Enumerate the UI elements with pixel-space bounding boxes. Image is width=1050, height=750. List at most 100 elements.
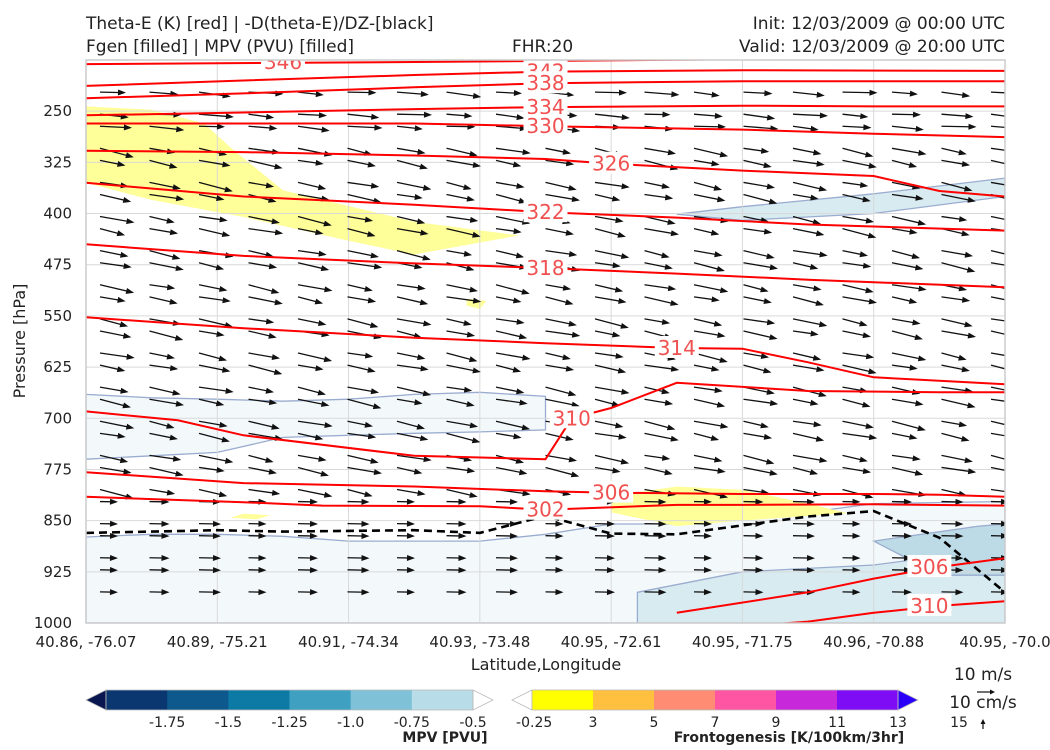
wind-arrow: [297, 227, 324, 236]
wind-arrow: [891, 125, 924, 132]
wind-arrow-head: [212, 520, 221, 527]
wind-arrow-head: [521, 288, 530, 295]
wind-arrow: [693, 296, 720, 303]
wind-arrow: [743, 90, 773, 97]
wind-arrow-head: [562, 148, 571, 155]
mpv-colorbar-outline: [105, 689, 474, 711]
wind-arrow: [446, 386, 473, 393]
wind-arrow-head: [471, 437, 481, 444]
wind-arrow: [693, 420, 729, 429]
wind-arrow-head: [816, 366, 825, 373]
wind-arrow-head: [369, 322, 379, 328]
wind-arrow-head: [555, 555, 564, 561]
wind-arrow: [594, 89, 627, 96]
wind-arrow-head: [964, 251, 973, 258]
wind-arrow: [792, 227, 825, 237]
wind-arrow: [446, 532, 467, 539]
wind-arrow: [792, 112, 828, 119]
y-tick-label: 325: [43, 153, 72, 171]
wind-arrow: [347, 386, 379, 395]
wind-arrow-head: [719, 287, 729, 294]
wind-arrow: [149, 352, 175, 360]
wind-arrow: [198, 330, 225, 337]
wind-arrow-shaft: [990, 398, 1005, 402]
wind-arrow-head: [912, 111, 921, 118]
wind-arrow-head: [323, 491, 333, 498]
wind-arrow-head: [161, 532, 170, 539]
wind-arrow: [248, 466, 277, 475]
wind-arrow-head: [125, 288, 135, 294]
wind-arrow: [891, 159, 918, 168]
wind-arrow: [644, 215, 676, 225]
wind-arrow: [396, 567, 415, 573]
wind-arrow: [297, 215, 332, 227]
wind-arrow: [693, 520, 712, 527]
wind-arrow-head: [216, 467, 225, 473]
wind-arrow-head: [714, 456, 723, 463]
wind-arrow: [248, 454, 274, 463]
wind-arrow: [297, 589, 318, 596]
wind-arrow: [347, 466, 382, 475]
wind-arrow: [891, 432, 918, 440]
wind-arrow: [792, 193, 819, 201]
x-tick-label: 40.86, -76.07: [36, 633, 137, 651]
wind-arrow: [347, 432, 377, 440]
wind-arrow: [941, 262, 976, 273]
theta-e-label-box: [523, 256, 568, 279]
wind-arrow-head: [309, 498, 318, 505]
wind-arrow: [693, 432, 720, 441]
wind-arrow-head: [509, 567, 518, 574]
wind-arrow: [693, 262, 725, 272]
wind-arrow-head: [1011, 287, 1020, 293]
y-tick-label: 625: [43, 358, 72, 376]
wind-arrow: [297, 454, 327, 462]
wind-arrow: [99, 352, 135, 360]
wind-arrow-head: [911, 253, 920, 259]
wind-arrow-head: [717, 332, 726, 338]
wind-arrow-head: [818, 321, 828, 328]
theta-e-contour: 346: [86, 60, 743, 74]
wind-arrow-head: [323, 220, 332, 227]
theta-e-label-box: [549, 406, 594, 429]
wind-arrow: [743, 364, 772, 374]
wind-arrow: [842, 589, 861, 596]
wind-arrow: [941, 398, 976, 409]
wind-arrow-head: [569, 112, 578, 119]
wind-arrow: [297, 296, 324, 305]
wind-arrow-head: [466, 401, 475, 407]
wind-arrow-head: [509, 589, 518, 596]
x-tick-label: 40.96, -70.88: [823, 633, 924, 651]
wind-arrow-head: [852, 589, 861, 596]
wind-arrow: [644, 589, 667, 596]
wind-arrow: [644, 555, 667, 561]
wind-arrow-head: [420, 91, 429, 97]
wind-arrow: [297, 318, 327, 326]
wind-arrow-head: [621, 388, 630, 395]
wind-arrow-head: [1000, 532, 1005, 539]
wind-arrow-head: [265, 457, 274, 463]
wind-arrow-head: [370, 252, 379, 259]
wind-arrow: [248, 420, 280, 430]
wind-arrow: [248, 488, 281, 496]
wind-arrow: [495, 318, 525, 325]
wind-arrow: [198, 123, 225, 130]
wind-arrow-head: [865, 423, 874, 429]
wind-arrow: [198, 555, 221, 561]
mpv-colorbar-tick-label: -0.25: [516, 715, 552, 731]
wind-arrow: [545, 250, 578, 257]
wind-arrow-head: [370, 182, 380, 189]
wind-arrow-head: [361, 589, 370, 596]
wind-arrow-shaft: [990, 318, 1005, 322]
wind-arrow-head: [258, 555, 267, 561]
wind-arrow-head: [175, 195, 185, 202]
wind-arrow: [644, 91, 680, 98]
wind-arrow-head: [713, 184, 722, 191]
wind-arrow: [792, 125, 819, 132]
wind-arrow: [891, 262, 924, 271]
wind-arrow-head: [555, 520, 564, 527]
theta-e-label: 326: [592, 152, 630, 176]
wind-arrow-head: [611, 195, 621, 202]
wind-arrow-head: [908, 162, 918, 168]
wind-arrow: [198, 181, 233, 193]
wind-arrow: [446, 91, 482, 99]
